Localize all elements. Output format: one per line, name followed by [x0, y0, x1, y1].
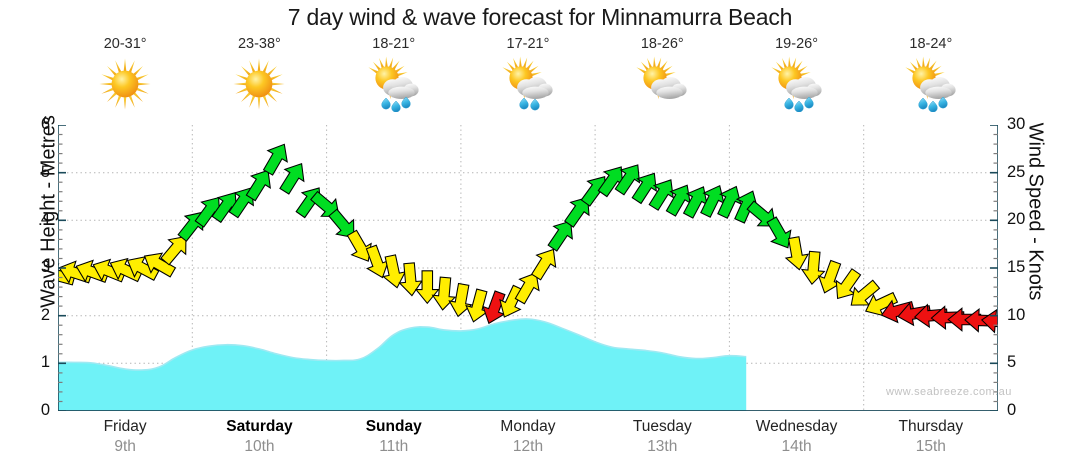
- wind-arrow: [514, 272, 540, 305]
- day-header: 20-31°: [58, 36, 192, 124]
- left-axis-tick-label: 3: [40, 258, 50, 276]
- day-date-label: 11th: [379, 438, 409, 455]
- day-name-label: Tuesday: [632, 418, 692, 435]
- day-name-label: Saturday: [226, 418, 293, 435]
- wind-arrow: [766, 216, 792, 249]
- wind-arrow-series: [58, 143, 998, 334]
- temperature-range: 17-21°: [506, 36, 550, 52]
- wind-arrow: [631, 172, 657, 205]
- day-footer-strip: Friday 9th Saturday 10th Sunday 11th Monday 12t…: [58, 416, 998, 472]
- wind-arrow: [262, 143, 288, 176]
- plot-area: [58, 125, 998, 411]
- day-name-label: Sunday: [365, 418, 422, 435]
- day-date-label: 13th: [647, 438, 678, 455]
- day-date-label: 9th: [114, 438, 136, 455]
- temperature-range: 18-24°: [909, 36, 953, 52]
- sun-cloud-rain-icon: [903, 54, 959, 112]
- day-date-label: 12th: [512, 438, 544, 455]
- left-axis-tick-label: 1: [40, 353, 50, 372]
- day-footer: Friday 9th: [58, 416, 192, 457]
- day-name-label: Thursday: [898, 418, 964, 435]
- wind-arrow: [309, 190, 340, 218]
- sun-cloud-icon: [634, 54, 690, 112]
- wave-height-line: [58, 318, 747, 371]
- day-date-label: 14th: [781, 438, 812, 455]
- day-name-label: Monday: [500, 418, 556, 435]
- page-title: 7 day wind & wave forecast for Minnamurr…: [287, 4, 793, 30]
- wind-arrow: [784, 236, 810, 271]
- day-footer: Tuesday 13th: [595, 416, 729, 457]
- watermark: www.seabreeze.com.au: [886, 386, 1012, 398]
- temperature-range: 19-26°: [775, 36, 818, 52]
- day-header: 18-21°: [327, 36, 461, 124]
- wind-arrow: [398, 262, 423, 297]
- wind-arrow: [717, 185, 742, 219]
- wind-arrow: [126, 256, 160, 281]
- wind-arrow: [648, 179, 674, 211]
- day-header: 23-38°: [192, 36, 326, 124]
- temperature-range: 20-31°: [103, 36, 147, 52]
- left-axis-tick-label: 6: [40, 115, 50, 133]
- wind-arrow: [746, 200, 777, 227]
- wind-arrow: [328, 208, 355, 239]
- day-header: 17-21°: [461, 36, 595, 124]
- day-header-strip: 20-31° 23-38° 18-21°: [58, 36, 998, 124]
- sun-cloud-rain-icon: [769, 54, 825, 112]
- wind-arrow: [279, 162, 305, 195]
- day-footer: Sunday 11th: [327, 416, 461, 457]
- day-footer: Wednesday 14th: [729, 416, 863, 457]
- wind-arrow: [448, 282, 473, 318]
- right-axis-tick-label: 25: [1007, 162, 1026, 181]
- gridlines: [58, 125, 998, 411]
- temperature-range: 23-38°: [237, 36, 281, 52]
- left-axis-tick-label: 4: [40, 210, 50, 229]
- wind-arrow: [143, 252, 177, 278]
- wind-arrow: [563, 196, 590, 228]
- day-date-label: 15th: [915, 438, 946, 455]
- day-name-label: Wednesday: [755, 418, 838, 435]
- wind-arrow: [980, 308, 998, 334]
- axis-lines: [58, 125, 998, 411]
- day-footer: Saturday 10th: [192, 416, 326, 457]
- sun-cloud-rain-icon: [500, 54, 556, 112]
- wind-arrow: [547, 220, 573, 252]
- right-axis-tick-label: 5: [1007, 353, 1017, 372]
- right-axis-tick-label: 15: [1007, 258, 1026, 276]
- left-axis-tick-label: 2: [40, 305, 50, 324]
- sun-cloud-rain-icon: [366, 54, 422, 112]
- day-footer: Monday 12th: [461, 416, 595, 457]
- day-header: 19-26°: [729, 36, 863, 124]
- day-header: 18-26°: [595, 36, 729, 124]
- right-axis-tick-label: 30: [1007, 115, 1026, 133]
- day-header: 18-24°: [864, 36, 998, 124]
- wind-arrow: [499, 284, 524, 318]
- wind-arrow: [850, 279, 881, 306]
- temperature-range: 18-21°: [372, 36, 416, 52]
- left-axis-tick-label: 0: [40, 401, 50, 419]
- wave-height-area: [58, 318, 747, 411]
- temperature-range: 18-26°: [640, 36, 684, 52]
- right-axis-tick-label: 0: [1007, 401, 1017, 419]
- wind-arrow: [880, 299, 915, 324]
- sun-icon: [97, 54, 153, 112]
- forecast-plot-svg: [58, 125, 998, 411]
- day-date-label: 10th: [244, 438, 275, 455]
- wind-arrow: [530, 248, 557, 281]
- day-name-label: Friday: [103, 418, 147, 435]
- day-footer: Thursday 15th: [864, 416, 998, 457]
- wind-arrow: [160, 235, 187, 266]
- wind-arrow: [614, 164, 641, 196]
- wind-arrow: [346, 229, 372, 262]
- right-axis-tick-label: 20: [1007, 210, 1026, 229]
- left-axis-tick-label: 5: [40, 162, 50, 181]
- wind-arrow: [245, 169, 271, 202]
- right-axis-tick-label: 10: [1007, 305, 1026, 324]
- sun-icon: [231, 54, 287, 112]
